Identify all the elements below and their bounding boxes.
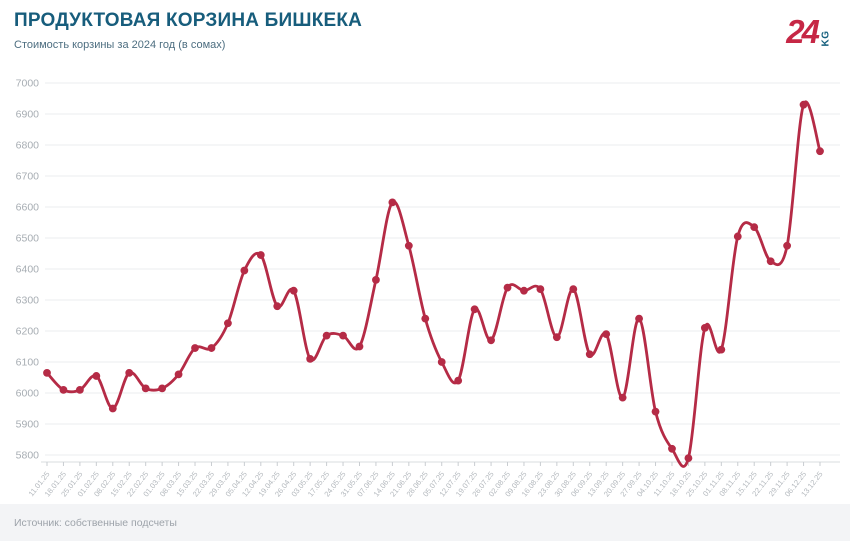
y-tick-label-6100: 6100 bbox=[16, 357, 40, 369]
data-point-22.03.25 bbox=[207, 344, 216, 352]
data-point-22.02.25 bbox=[141, 384, 150, 393]
logo-24-text: 24 bbox=[786, 13, 820, 50]
data-point-11.01.25 bbox=[43, 368, 51, 377]
source-note: Источник: собственные подсчеты bbox=[14, 516, 177, 529]
data-point-25.10.25 bbox=[700, 324, 709, 332]
data-point-04.10.25 bbox=[651, 407, 660, 416]
data-point-02.08.25 bbox=[503, 283, 512, 292]
y-tick-label-5900: 5900 bbox=[16, 419, 40, 431]
y-tick-label-5800: 5800 bbox=[16, 450, 40, 462]
data-point-31.05.25 bbox=[355, 342, 364, 351]
data-point-05.07.25 bbox=[437, 358, 446, 366]
y-tick-label-6000: 6000 bbox=[16, 388, 40, 400]
data-point-06.09.25 bbox=[585, 350, 594, 359]
data-point-17.05.25 bbox=[322, 331, 331, 340]
data-point-06.12.25 bbox=[799, 100, 808, 109]
y-tick-label-6600: 6600 bbox=[16, 202, 40, 214]
data-point-08.03.25 bbox=[174, 370, 183, 379]
footer-bar: Источник: собственные подсчеты bbox=[0, 504, 850, 541]
data-point-13.12.25 bbox=[816, 147, 824, 156]
y-tick-label-6900: 6900 bbox=[16, 109, 40, 121]
data-point-09.08.25 bbox=[520, 286, 528, 295]
data-point-19.07.25 bbox=[470, 305, 479, 314]
data-point-08.11.25 bbox=[733, 232, 742, 241]
chart-subtitle: Стоимость корзины за 2024 год (в сомах) bbox=[14, 39, 226, 51]
data-point-18.01.25 bbox=[59, 386, 68, 394]
y-tick-label-6700: 6700 bbox=[16, 171, 40, 183]
data-point-29.03.25 bbox=[224, 319, 232, 328]
data-point-03.05.25 bbox=[306, 355, 315, 363]
data-point-26.04.25 bbox=[289, 286, 298, 295]
data-point-01.11.25 bbox=[717, 345, 726, 354]
data-point-22.11.25 bbox=[766, 257, 775, 266]
data-point-12.07.25 bbox=[454, 376, 463, 385]
chart-header: ПРОДУКТОВАЯ КОРЗИНА БИШКЕКА Стоимость ко… bbox=[14, 10, 362, 51]
data-point-15.11.25 bbox=[750, 223, 759, 232]
data-point-25.01.25 bbox=[75, 386, 84, 394]
data-point-13.09.25 bbox=[602, 330, 611, 338]
data-point-18.10.25 bbox=[684, 454, 693, 462]
page-title: ПРОДУКТОВАЯ КОРЗИНА БИШКЕКА bbox=[14, 10, 363, 31]
y-tick-label-6300: 6300 bbox=[16, 295, 40, 307]
data-point-23.08.25 bbox=[552, 333, 561, 342]
y-tick-label-7000: 7000 bbox=[16, 78, 40, 90]
series-line bbox=[45, 100, 822, 468]
data-point-24.05.25 bbox=[339, 331, 347, 340]
data-point-01.03.25 bbox=[158, 384, 167, 393]
data-point-20.09.25 bbox=[618, 393, 627, 402]
data-point-21.06.25 bbox=[404, 241, 413, 250]
y-tick-label-6400: 6400 bbox=[16, 264, 40, 276]
data-point-11.10.25 bbox=[668, 444, 676, 453]
data-point-27.09.25 bbox=[635, 314, 643, 323]
data-point-15.03.25 bbox=[191, 344, 199, 352]
data-point-19.04.25 bbox=[273, 302, 282, 311]
data-point-26.07.25 bbox=[487, 336, 495, 345]
24kg-logo[interactable]: 24 KG bbox=[782, 6, 834, 50]
data-point-29.11.25 bbox=[783, 241, 792, 250]
data-point-28.06.25 bbox=[421, 314, 430, 323]
data-point-01.02.25 bbox=[92, 372, 101, 380]
data-point-14.06.25 bbox=[388, 198, 397, 207]
data-point-05.04.25 bbox=[240, 266, 249, 275]
y-tick-label-6500: 6500 bbox=[16, 233, 40, 245]
data-point-07.06.25 bbox=[372, 275, 380, 284]
y-tick-label-6200: 6200 bbox=[16, 326, 40, 338]
data-point-16.08.25 bbox=[536, 285, 545, 294]
data-point-08.02.25 bbox=[108, 404, 117, 413]
data-point-30.08.25 bbox=[569, 285, 578, 294]
y-tick-label-6800: 6800 bbox=[16, 140, 40, 152]
data-point-15.02.25 bbox=[125, 368, 134, 377]
data-point-12.04.25 bbox=[256, 251, 265, 259]
